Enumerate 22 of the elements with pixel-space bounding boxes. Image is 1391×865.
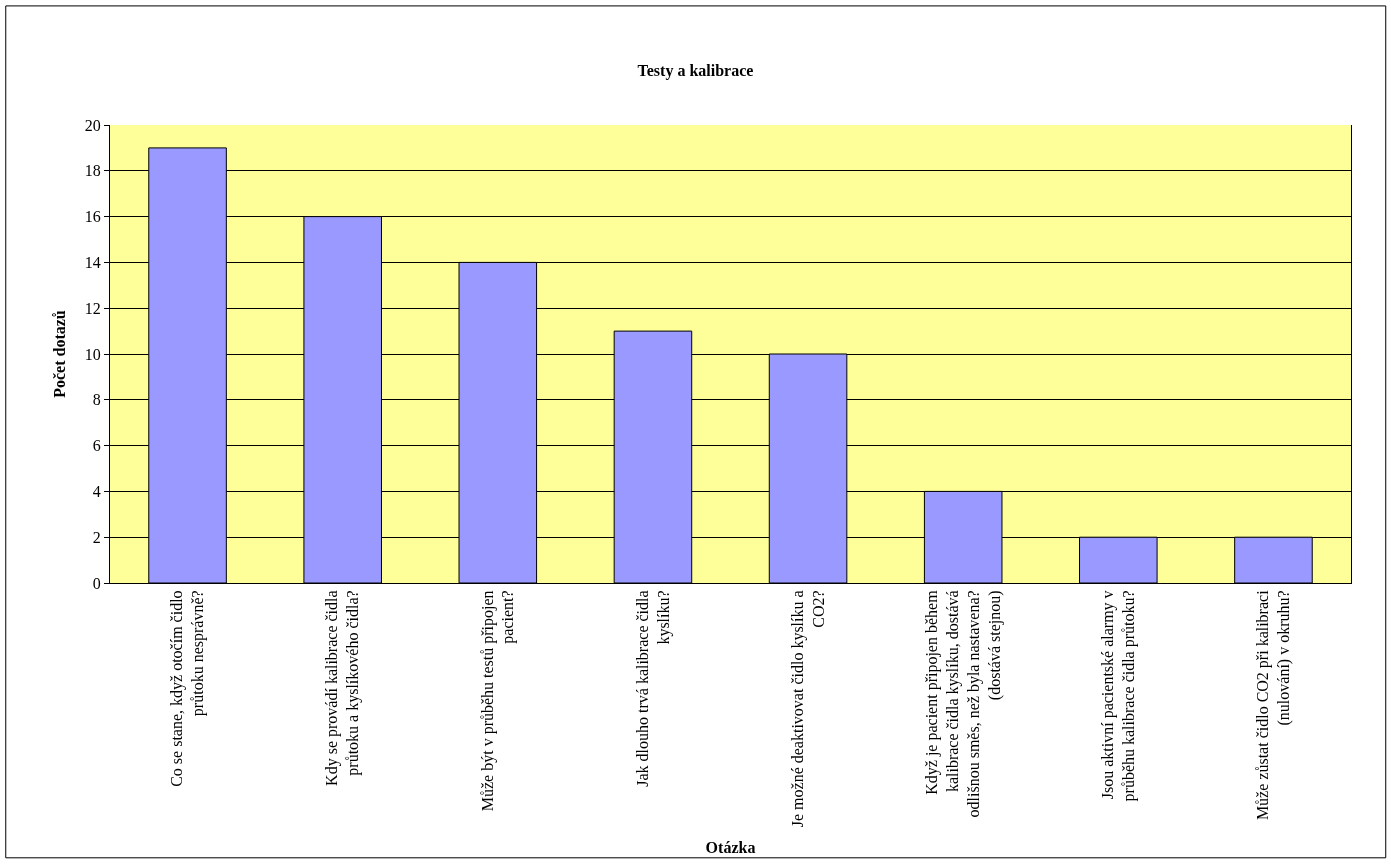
x-tick-label: Jak dlouho trvá kalibrace čidla kyslíku? <box>633 590 673 787</box>
y-axis-title: Počet dotazů <box>50 310 68 398</box>
y-tick-label: 20 <box>84 116 101 134</box>
y-tick-label: 16 <box>84 208 101 226</box>
x-tick-label: Je možné deaktivovat čidlo kyslíku a CO2? <box>788 590 827 828</box>
y-tick-label: 12 <box>84 299 101 317</box>
x-tick-label: Může být v průběhu testů připojen pacient? <box>478 590 518 812</box>
x-axis-title: Otázka <box>705 838 756 856</box>
x-tick-label: Jsou aktivní pacientské alarmy v průběhu kalibrace čidla průtoku? <box>1099 590 1138 802</box>
y-tick-label: 10 <box>84 345 101 363</box>
x-tick-label: Kdy se provádí kalibrace čidla průtoku a kyslíkového čidla? <box>323 590 363 786</box>
y-tick-label: 2 <box>92 528 101 546</box>
x-tick-label: Co se stane, když otočím čidlo průtoku nesprávně? <box>168 590 208 787</box>
x-tick-label: Může zůstat čidlo CO2 při kalibraci (nulování) v okruhu? <box>1254 589 1294 821</box>
y-tick-label: 0 <box>92 574 101 592</box>
y-tick-label: 8 <box>92 391 101 409</box>
y-tick-label: 18 <box>84 162 101 180</box>
chart-title: Testy a kalibrace <box>637 62 754 81</box>
y-tick-label: 4 <box>92 483 101 500</box>
x-tick-label: Když je pacient připojen během kalibrace čidla kyslíku, dostává odlišnou směs, než byla nastavena? (dostává stejnou) <box>923 589 1004 818</box>
y-tick-label: 14 <box>84 254 101 271</box>
y-tick-label: 6 <box>92 437 101 455</box>
